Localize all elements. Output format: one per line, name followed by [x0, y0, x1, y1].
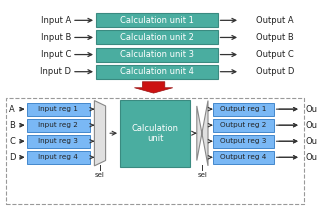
Text: Ou: Ou: [306, 137, 317, 146]
Text: A: A: [9, 105, 15, 114]
Text: Output B: Output B: [256, 33, 294, 42]
Text: Ou: Ou: [306, 121, 317, 130]
Text: Calculation unit 3: Calculation unit 3: [120, 50, 194, 59]
FancyBboxPatch shape: [213, 103, 274, 116]
FancyBboxPatch shape: [96, 31, 218, 45]
Text: Output C: Output C: [256, 50, 294, 59]
FancyBboxPatch shape: [96, 65, 218, 79]
Text: B: B: [9, 121, 15, 130]
Text: C: C: [9, 137, 15, 146]
Text: Input reg 4: Input reg 4: [38, 154, 78, 160]
Text: Ou: Ou: [306, 105, 317, 114]
FancyBboxPatch shape: [213, 151, 274, 164]
FancyBboxPatch shape: [27, 135, 90, 148]
Text: Input reg 2: Input reg 2: [38, 122, 78, 128]
Text: sel: sel: [197, 172, 207, 178]
FancyBboxPatch shape: [27, 103, 90, 116]
Text: Input A: Input A: [41, 16, 71, 25]
FancyBboxPatch shape: [120, 100, 190, 167]
Text: Ou: Ou: [306, 153, 317, 162]
FancyBboxPatch shape: [213, 135, 274, 148]
Text: Output reg 2: Output reg 2: [220, 122, 266, 128]
Text: Input C: Input C: [41, 50, 71, 59]
Text: Calculation
unit: Calculation unit: [132, 123, 179, 143]
Text: Output D: Output D: [256, 67, 294, 76]
PathPatch shape: [197, 101, 208, 166]
PathPatch shape: [94, 101, 106, 166]
Text: Output A: Output A: [256, 16, 294, 25]
Polygon shape: [134, 82, 173, 93]
FancyBboxPatch shape: [27, 151, 90, 164]
Text: Calculation unit 2: Calculation unit 2: [120, 33, 194, 42]
Text: Input reg 1: Input reg 1: [38, 106, 78, 112]
FancyBboxPatch shape: [96, 13, 218, 27]
Text: Calculation unit 4: Calculation unit 4: [120, 67, 194, 76]
FancyBboxPatch shape: [27, 119, 90, 132]
Text: Input reg 3: Input reg 3: [38, 138, 78, 144]
FancyBboxPatch shape: [213, 119, 274, 132]
Text: Calculation unit 1: Calculation unit 1: [120, 16, 194, 25]
FancyBboxPatch shape: [96, 48, 218, 62]
Text: Output reg 1: Output reg 1: [220, 106, 266, 112]
Text: Input D: Input D: [41, 67, 71, 76]
Text: sel: sel: [95, 172, 105, 178]
Text: Output reg 3: Output reg 3: [220, 138, 266, 144]
Text: Input B: Input B: [41, 33, 71, 42]
Text: Output reg 4: Output reg 4: [220, 154, 266, 160]
Text: D: D: [9, 153, 15, 162]
